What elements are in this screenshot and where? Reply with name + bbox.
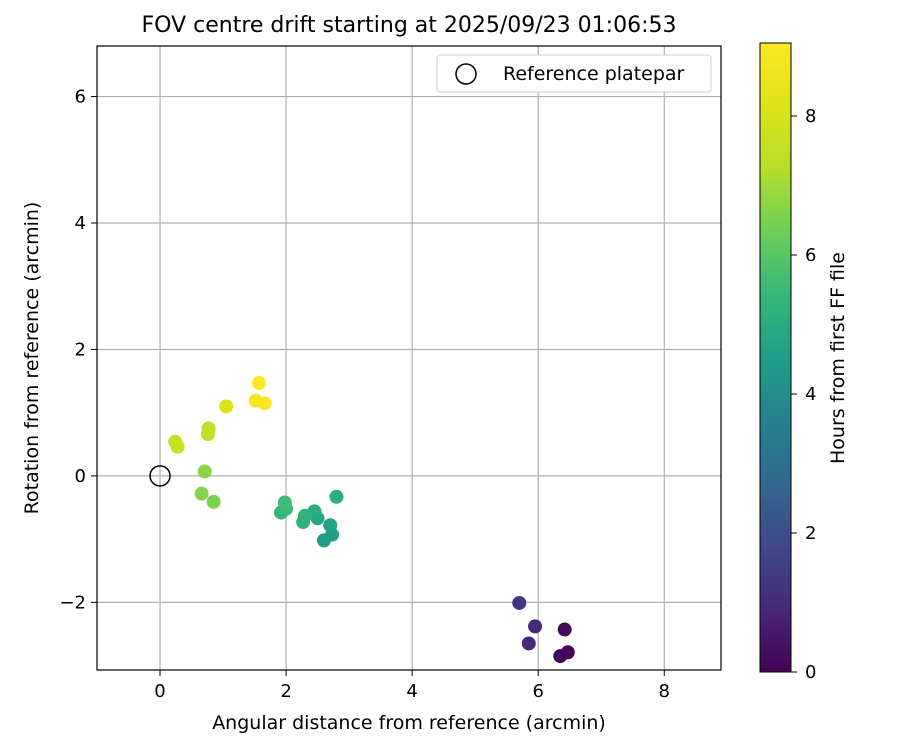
colorbar: 0 2 4 6 8 Hours from first FF file [759,42,849,683]
x-tick-label: 6 [532,681,543,702]
colorbar-tick-label: 4 [805,384,816,405]
data-point [277,495,292,510]
legend-label: Reference platepar [503,63,685,85]
x-axis-ticks: 0 2 4 6 8 [154,670,670,702]
colorbar-tick-label: 0 [805,662,816,683]
data-point [528,619,543,634]
x-tick-label: 0 [154,681,165,702]
colorbar-tick-label: 8 [805,106,816,127]
data-point [512,595,527,610]
chart-title: FOV centre drift starting at 2025/09/23 … [142,13,677,38]
legend-marker-icon [455,63,477,85]
colorbar-tick-label: 6 [805,245,816,266]
data-point [251,375,266,390]
data-point [298,508,312,523]
y-axis-label: Rotation from reference (arcmin) [21,202,43,515]
y-tick-label: 0 [75,466,86,487]
data-point [194,486,209,501]
plot-frame [96,45,722,671]
data-point [197,464,212,479]
x-axis-label: Angular distance from reference (arcmin) [212,712,606,734]
data-point [329,489,344,504]
data-point [560,645,575,660]
data-point [557,622,572,637]
data-point [521,636,536,651]
reference-marker-layer [149,465,171,487]
x-tick-label: 4 [406,681,417,702]
reference-platepar-marker [149,465,171,487]
colorbar-label: Hours from first FF file [827,252,849,464]
data-point [323,518,338,533]
data-point [219,399,234,414]
data-point [201,421,216,436]
y-tick-label: 4 [75,213,86,234]
data-points [168,375,575,664]
x-tick-label: 2 [280,681,291,702]
legend-box [436,54,712,93]
legend: Reference platepar [436,54,712,93]
y-axis-ticks: −2 0 2 4 6 [59,87,97,613]
grid-lines [97,46,721,670]
colorbar-gradient [759,42,792,673]
data-point [206,494,221,509]
y-tick-label: 2 [75,339,86,360]
y-tick-label: −2 [59,592,86,613]
x-tick-label: 8 [659,681,670,702]
colorbar-ticks: 0 2 4 6 8 [791,106,816,683]
y-tick-label: 6 [75,87,86,108]
data-point [170,439,185,454]
data-point [257,396,272,411]
colorbar-tick-label: 2 [805,523,816,544]
